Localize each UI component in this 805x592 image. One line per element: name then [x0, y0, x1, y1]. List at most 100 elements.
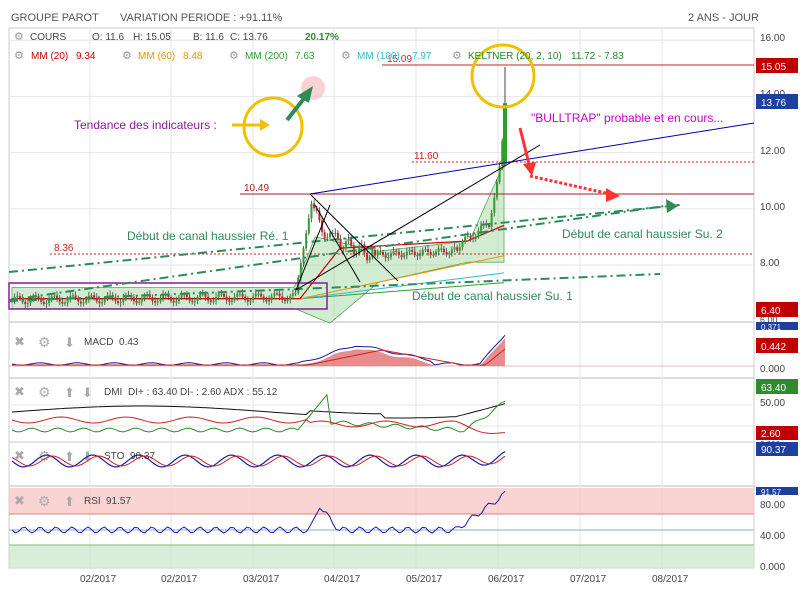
gear-icon[interactable]: ⚙ — [38, 334, 51, 350]
time-tick: 08/2017 — [652, 574, 689, 585]
candle-body — [498, 166, 501, 182]
candle-body — [299, 263, 302, 278]
close-icon[interactable]: ✖ — [14, 448, 25, 463]
candle-body — [331, 233, 334, 235]
price-tick: 6.00 — [760, 315, 778, 325]
channel-line-re1 — [8, 204, 681, 273]
gear-icon[interactable]: ⚙ — [38, 384, 51, 400]
candle-body — [329, 233, 331, 238]
candle-body — [336, 232, 339, 239]
candle-body — [466, 235, 469, 237]
arrow-down-icon[interactable]: ⬇ — [82, 385, 93, 400]
close-icon[interactable]: ✖ — [14, 334, 25, 349]
period-selector[interactable]: 2 ANS - JOUR — [688, 12, 759, 24]
candle-body — [395, 250, 398, 252]
svg-text:91.57: 91.57 — [761, 488, 782, 497]
annotation-canal-re1: Début de canal haussier Ré. 1 — [127, 229, 289, 243]
candle-body — [424, 249, 427, 251]
candle-body — [419, 253, 422, 257]
svg-text:KELTNER (20, 2, 10): KELTNER (20, 2, 10) — [468, 51, 562, 62]
svg-text:RSI: RSI — [84, 496, 101, 507]
level-label-1160: 11.60 — [414, 151, 439, 162]
candle-body — [77, 297, 80, 302]
candle-body — [183, 294, 186, 296]
price-tick: 10.00 — [760, 202, 785, 213]
svg-text:11.72 - 7.83: 11.72 - 7.83 — [571, 51, 624, 62]
candle-body — [286, 299, 289, 302]
candle-body — [24, 301, 27, 305]
top-circle — [470, 43, 536, 109]
gear-icon[interactable]: ⚙ — [341, 50, 351, 62]
badge-macd — [756, 338, 798, 353]
candle-body — [191, 300, 194, 303]
candle-body — [276, 293, 278, 295]
svg-text:7.63: 7.63 — [295, 51, 315, 62]
candle-body — [342, 247, 345, 249]
candle-body — [302, 248, 305, 264]
candle-body — [315, 208, 318, 211]
rsi-tick: 80.00 — [760, 500, 785, 511]
gear-icon[interactable]: ⚙ — [38, 493, 51, 509]
candle-body — [74, 295, 77, 298]
candle-body — [254, 293, 257, 297]
candle-body — [154, 300, 157, 303]
gear-icon[interactable]: ⚙ — [14, 31, 24, 43]
gear-icon[interactable]: ⚙ — [452, 50, 462, 62]
candle-body — [265, 299, 268, 302]
candle-body — [201, 294, 204, 296]
gear-icon[interactable]: ⚙ — [14, 50, 24, 62]
svg-text:15.05: 15.05 — [761, 62, 786, 73]
adx-line — [11, 403, 506, 419]
di-minus-line — [11, 416, 506, 435]
gear-icon[interactable]: ⚙ — [229, 50, 239, 62]
candle-body — [42, 301, 45, 304]
arrow-up-icon[interactable]: ⬆ — [64, 449, 75, 464]
candle-body — [376, 252, 379, 256]
candle-body — [427, 249, 430, 252]
candle-body — [66, 299, 69, 303]
candle-body — [495, 181, 498, 198]
candle-body — [162, 294, 165, 298]
level-label-836: 8.36 — [54, 243, 74, 254]
candle-body — [405, 251, 408, 256]
candle-body — [188, 296, 191, 301]
rsi-tick: 40.00 — [760, 531, 785, 542]
di-plus-line — [11, 393, 506, 433]
candle-body — [122, 298, 125, 302]
svg-text:6.40: 6.40 — [761, 306, 781, 317]
arrow-down-icon[interactable]: ⬇ — [64, 335, 75, 350]
close-icon[interactable]: ✖ — [14, 493, 25, 508]
candle-body — [371, 250, 374, 258]
trend-up-arrow — [285, 94, 308, 122]
gear-icon[interactable]: ⚙ — [122, 50, 132, 62]
svg-text:C: 13.76: C: 13.76 — [230, 32, 268, 43]
candle-body — [408, 249, 411, 252]
candle-body — [397, 251, 400, 256]
candle-body — [472, 237, 475, 240]
candle-body — [101, 302, 104, 304]
rsi-line — [11, 491, 506, 534]
candle-body — [366, 252, 369, 261]
candle-body — [344, 241, 347, 249]
candle-body — [323, 232, 326, 239]
time-tick: 07/2017 — [570, 574, 607, 585]
arrow-up-icon[interactable]: ⬆ — [64, 385, 75, 400]
candle-body — [56, 295, 59, 298]
candle-body — [347, 238, 350, 242]
arrow-up-icon[interactable]: ⬆ — [64, 494, 75, 509]
candle-body — [16, 295, 19, 297]
candle-body — [458, 247, 461, 251]
candle-body — [501, 140, 504, 167]
candle-body — [326, 237, 329, 239]
candle-body — [392, 250, 395, 254]
candle-body — [368, 257, 371, 261]
candle-body — [321, 220, 324, 233]
candle-body — [143, 295, 146, 299]
candle-body — [379, 251, 382, 253]
candle-body — [389, 253, 392, 258]
candle-body — [429, 251, 432, 255]
close-icon[interactable]: ✖ — [14, 384, 25, 399]
candle-body — [464, 236, 467, 242]
candle-body — [167, 294, 170, 298]
candle-body — [93, 295, 96, 298]
